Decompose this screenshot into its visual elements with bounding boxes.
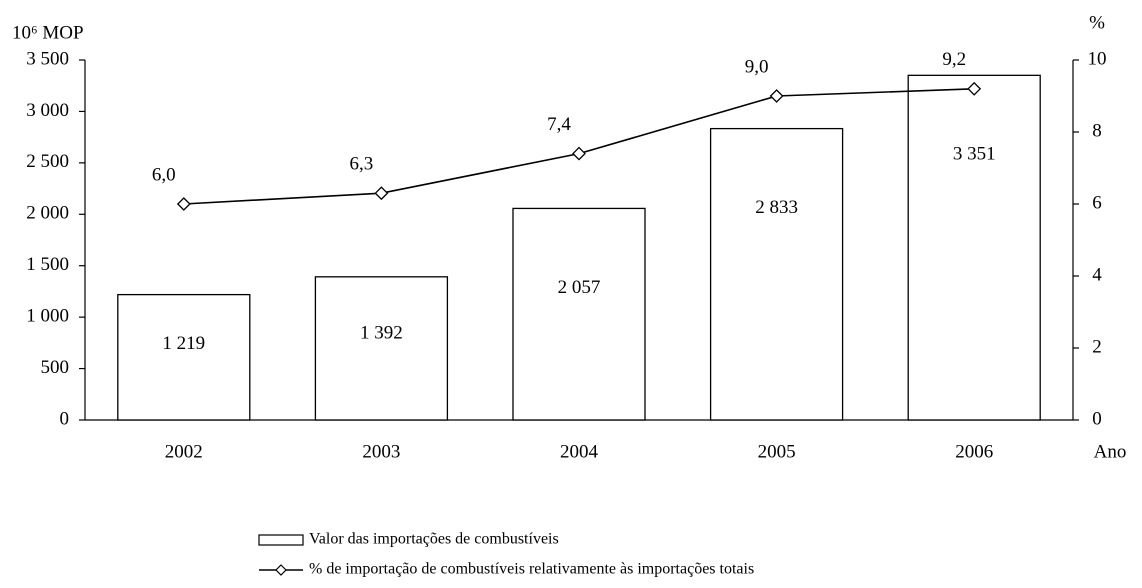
bar-value-label: 3 351	[953, 144, 996, 165]
y-tick-label: 2 500	[26, 151, 69, 172]
line-marker	[769, 89, 784, 103]
bar	[314, 276, 449, 421]
bar-value-label: 2 057	[558, 277, 601, 298]
y-tick-label: 2 000	[26, 203, 69, 224]
legend-label: Valor das importações de combustíveis	[309, 531, 559, 548]
bar-value-label: 1 392	[360, 322, 403, 343]
y2-axis-title: %	[1089, 12, 1105, 33]
bar	[512, 207, 646, 421]
legend-label: % de importação de combustíveis relativa…	[309, 561, 754, 578]
line-value-label: 9,0	[745, 56, 769, 77]
x-tick-label: 2004	[560, 441, 599, 462]
bar	[709, 127, 844, 421]
y2-tick-label: 4	[1092, 264, 1102, 285]
line-marker	[572, 146, 586, 161]
x-tick-label: 2006	[955, 441, 993, 462]
y-tick-label: 3 500	[26, 48, 69, 69]
bar-value-label: 1 219	[162, 333, 205, 354]
y-tick-label: 1 000	[26, 306, 69, 327]
line-value-label: 9,2	[942, 49, 966, 70]
y-axis-title: 10⁶ MOP	[12, 22, 84, 43]
line-marker	[176, 197, 191, 211]
x-tick-label: 2003	[362, 441, 400, 462]
line-value-label: 7,4	[547, 114, 571, 135]
y2-tick-label: 0	[1092, 408, 1102, 429]
line-marker	[374, 186, 389, 201]
line-marker	[967, 81, 982, 96]
x-tick-label: 2002	[165, 441, 203, 462]
y-tick-label: 500	[41, 357, 70, 378]
y-tick-label: 0	[60, 408, 70, 429]
y-tick-label: 1 500	[26, 254, 69, 275]
bar	[117, 293, 251, 421]
x-tick-label: 2005	[758, 441, 796, 462]
line-value-label: 6,0	[152, 164, 176, 185]
y2-tick-label: 10	[1088, 48, 1107, 69]
y-tick-label: 3 000	[26, 100, 69, 121]
legend-marker	[275, 564, 287, 576]
line-value-label: 6,3	[350, 154, 374, 175]
y2-tick-label: 2	[1092, 336, 1102, 357]
x-axis-title: Ano	[1094, 441, 1127, 462]
line	[183, 88, 975, 205]
bar-value-label: 2 833	[755, 197, 798, 218]
bar	[907, 74, 1041, 421]
legend-swatch	[258, 534, 304, 546]
y2-tick-label: 6	[1092, 192, 1102, 213]
y2-tick-label: 8	[1092, 120, 1102, 141]
